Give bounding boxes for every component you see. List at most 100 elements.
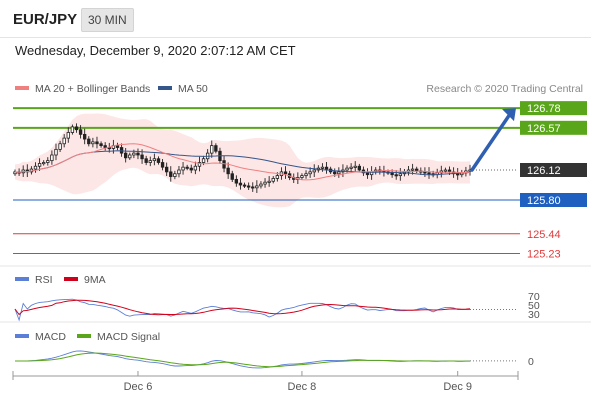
ma50-legend-label: MA 50 <box>178 83 208 95</box>
candle <box>357 163 361 173</box>
candle <box>70 124 75 135</box>
ma20-legend-swatch <box>15 86 29 90</box>
candle <box>119 143 124 157</box>
resistance-tag-1 <box>520 120 587 135</box>
candle <box>66 127 70 143</box>
candle <box>177 165 181 178</box>
projection-arrow-shaft <box>470 112 512 172</box>
moving-averages <box>14 108 516 181</box>
candle <box>99 141 103 148</box>
level-tags: 126.78 126.57 126.12 125.80 125.44 125.23 <box>520 101 587 260</box>
candle <box>152 153 157 166</box>
macd-zero-label: 0 <box>528 356 534 368</box>
candle <box>115 142 120 151</box>
candle <box>83 128 87 145</box>
rsi-lines <box>14 298 518 322</box>
candle <box>197 156 202 172</box>
candle <box>160 159 165 171</box>
candle <box>193 161 198 175</box>
candle <box>185 164 189 171</box>
candle <box>427 167 431 179</box>
credit-label: Research © 2020 Trading Central <box>426 83 583 95</box>
candle <box>95 136 99 149</box>
candle <box>271 176 275 184</box>
candle <box>214 143 218 154</box>
candle <box>50 150 54 165</box>
candle <box>308 167 312 178</box>
candle <box>124 147 128 163</box>
rsi-level-30: 30 <box>528 309 540 321</box>
candle <box>54 143 58 161</box>
candle <box>169 166 173 182</box>
rsi-ma-line <box>14 299 471 316</box>
last-tag-label-2: 126.12 <box>527 165 561 177</box>
rsi-level-70: 70 <box>528 291 540 303</box>
candle <box>148 156 152 167</box>
x-tick-label: Dec 6 <box>124 381 153 393</box>
price-legend: MA 20 + Bollinger Bands MA 50 Research ©… <box>15 83 583 95</box>
candle <box>324 162 329 174</box>
candle <box>410 163 415 175</box>
candle <box>181 162 185 175</box>
candle <box>251 182 255 192</box>
ma50-legend-swatch <box>158 86 172 90</box>
bollinger-band-area <box>15 113 470 208</box>
candle <box>238 177 243 190</box>
rsi-legend-swatch <box>15 277 29 281</box>
candle <box>33 162 38 173</box>
candle <box>173 170 177 180</box>
candle <box>13 169 17 176</box>
candle <box>87 136 91 147</box>
candle <box>164 162 169 177</box>
bollinger-bands <box>15 113 470 208</box>
candle <box>189 164 193 174</box>
candle <box>456 168 460 180</box>
rsi-legend: RSI 9MA <box>15 274 106 286</box>
rsi-legend-label: RSI <box>35 274 53 286</box>
candle <box>210 140 214 158</box>
pivot-tag-label-3: 125.80 <box>527 195 561 207</box>
resistance-tag-0 <box>520 101 587 116</box>
support-tag-label-4: 125.44 <box>527 229 561 241</box>
chart-header: EUR/JPY 30 MIN <box>0 0 591 38</box>
macd-signal-legend-swatch <box>77 334 91 338</box>
timeframe-button[interactable]: 30 MIN <box>81 8 134 32</box>
candle <box>136 148 140 160</box>
rsi-level-50: 50 <box>528 300 540 312</box>
macd-signal-line <box>15 352 470 368</box>
candle <box>304 170 308 179</box>
candle <box>62 134 66 148</box>
projection-arrow-head <box>502 108 516 122</box>
support-tag-label-5: 125.23 <box>527 248 561 260</box>
candle <box>46 157 50 166</box>
x-axis-ticks: Dec 6 Dec 8 Dec 9 <box>124 371 472 393</box>
macd-legend-swatch <box>15 334 29 338</box>
pivot-tag-3 <box>520 193 587 207</box>
x-tick-label: Dec 8 <box>288 381 317 393</box>
last-tag-2 <box>520 163 587 177</box>
candle <box>320 163 325 172</box>
symbol-label: EUR/JPY <box>13 11 78 28</box>
candle <box>242 182 247 189</box>
resistance-tag-label-1: 126.57 <box>527 123 561 135</box>
macd-lines <box>14 350 518 369</box>
candle <box>42 160 46 166</box>
candle <box>103 142 107 151</box>
ma20-legend-label: MA 20 + Bollinger Bands <box>35 83 150 95</box>
candle <box>263 178 267 188</box>
candle <box>312 164 316 178</box>
candle <box>349 163 353 172</box>
macd-legend-label: MACD <box>35 331 66 343</box>
candle <box>74 123 79 133</box>
candle <box>283 166 288 179</box>
rsi-ma-legend-swatch <box>64 277 78 281</box>
header-divider <box>0 37 591 38</box>
candle <box>230 170 234 182</box>
candle <box>365 168 370 179</box>
x-tick-label: Dec 9 <box>443 381 472 393</box>
candle <box>234 175 239 187</box>
candle <box>91 137 95 148</box>
macd-legend: MACD MACD Signal <box>15 331 160 343</box>
candle <box>259 181 263 189</box>
